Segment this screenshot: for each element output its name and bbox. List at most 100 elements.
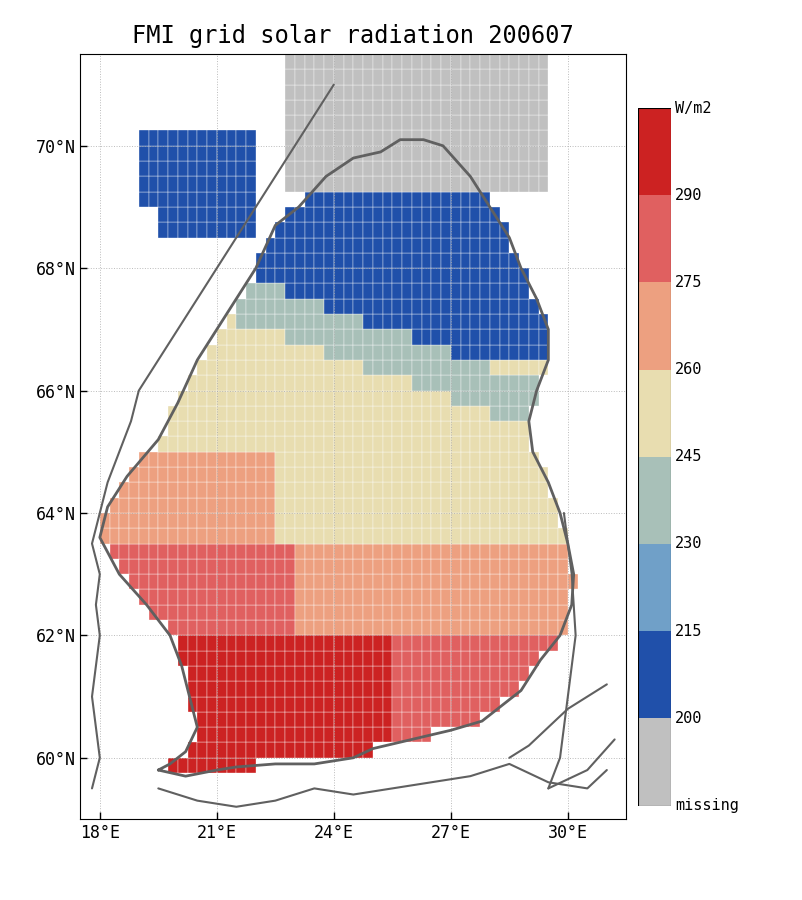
Bar <box>334 253 343 268</box>
Bar <box>499 620 508 635</box>
Bar <box>245 222 256 238</box>
Bar <box>304 253 314 268</box>
Bar <box>480 452 489 467</box>
Bar <box>402 192 411 207</box>
Bar <box>304 345 314 360</box>
Bar <box>440 299 450 314</box>
Bar <box>256 681 265 697</box>
Bar <box>353 421 363 436</box>
Bar <box>363 100 372 115</box>
Bar <box>245 697 256 712</box>
Bar <box>538 590 548 605</box>
Bar <box>168 513 177 528</box>
Bar <box>518 329 529 345</box>
Bar <box>557 620 567 635</box>
Bar <box>440 375 450 391</box>
Bar <box>256 314 265 329</box>
Bar <box>363 222 372 238</box>
Bar <box>294 391 304 406</box>
Bar <box>508 69 518 85</box>
Bar <box>538 605 548 620</box>
Bar <box>470 513 480 528</box>
Bar <box>392 666 402 681</box>
Bar <box>245 391 256 406</box>
Bar <box>440 544 450 559</box>
Bar <box>109 528 119 544</box>
Bar <box>402 651 411 666</box>
Bar <box>226 559 236 574</box>
Bar <box>450 54 460 69</box>
Bar <box>334 115 343 130</box>
Bar <box>226 222 236 238</box>
Bar <box>508 498 518 513</box>
Bar <box>236 712 245 727</box>
Bar <box>294 436 304 452</box>
Bar <box>324 467 334 482</box>
Bar <box>275 253 285 268</box>
Bar <box>324 345 334 360</box>
Bar <box>197 207 207 222</box>
Bar <box>207 360 217 375</box>
Bar <box>518 100 529 115</box>
Bar <box>411 574 421 590</box>
Bar <box>197 161 207 176</box>
Bar <box>440 513 450 528</box>
Bar <box>207 436 217 452</box>
Bar <box>207 620 217 635</box>
Bar <box>363 54 372 69</box>
Bar <box>177 176 188 192</box>
Bar <box>480 130 489 146</box>
Bar <box>177 222 188 238</box>
Bar <box>421 161 431 176</box>
Bar <box>129 574 139 590</box>
Bar <box>304 222 314 238</box>
Bar <box>177 406 188 421</box>
Bar <box>411 666 421 681</box>
Bar <box>236 421 245 436</box>
Bar <box>324 498 334 513</box>
Bar <box>440 345 450 360</box>
Bar <box>285 268 294 284</box>
Bar <box>508 406 518 421</box>
Bar <box>265 452 275 467</box>
Bar <box>304 620 314 635</box>
Bar <box>460 406 470 421</box>
Bar <box>324 146 334 161</box>
Bar <box>402 452 411 467</box>
Bar <box>440 712 450 727</box>
Title: FMI grid solar radiation 200607: FMI grid solar radiation 200607 <box>132 24 573 48</box>
Bar <box>499 146 508 161</box>
Bar <box>304 681 314 697</box>
Bar <box>489 161 499 176</box>
Bar <box>363 69 372 85</box>
Bar <box>353 238 363 253</box>
Bar <box>460 222 470 238</box>
Bar <box>334 498 343 513</box>
Bar <box>402 666 411 681</box>
Bar <box>177 436 188 452</box>
Bar <box>431 605 440 620</box>
Bar <box>197 436 207 452</box>
Bar <box>489 528 499 544</box>
Bar <box>314 314 324 329</box>
Bar <box>529 590 538 605</box>
Bar <box>304 697 314 712</box>
Bar <box>421 666 431 681</box>
Bar <box>256 345 265 360</box>
Bar <box>363 284 372 299</box>
Bar <box>324 528 334 544</box>
Bar <box>470 544 480 559</box>
Bar <box>304 635 314 651</box>
Bar <box>197 681 207 697</box>
Bar <box>226 697 236 712</box>
Bar <box>460 268 470 284</box>
Bar <box>372 100 382 115</box>
Bar <box>538 482 548 498</box>
Bar <box>197 498 207 513</box>
Bar <box>480 329 489 345</box>
Bar <box>226 605 236 620</box>
Bar <box>499 467 508 482</box>
Bar <box>285 452 294 467</box>
Bar <box>314 345 324 360</box>
Bar <box>226 712 236 727</box>
